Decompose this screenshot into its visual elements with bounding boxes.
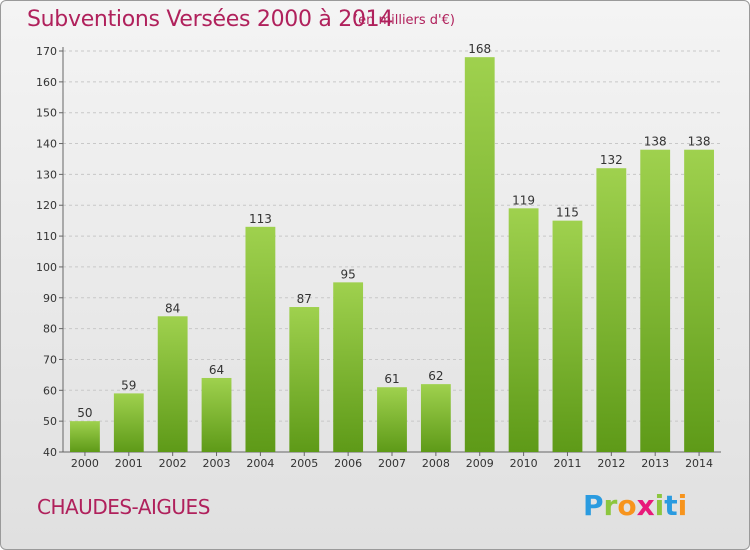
data-label: 87 <box>297 292 312 306</box>
x-tick-label: 2006 <box>334 457 362 470</box>
x-tick-label: 2001 <box>115 457 143 470</box>
data-label: 62 <box>428 369 443 383</box>
bar <box>640 149 671 452</box>
data-label: 84 <box>165 301 180 315</box>
bar <box>70 421 100 452</box>
x-tick-label: 2011 <box>553 457 581 470</box>
data-label: 168 <box>468 42 491 56</box>
logo-letter: i <box>677 489 688 522</box>
x-tick-label: 2003 <box>203 457 231 470</box>
y-tick-label: 160 <box>36 76 57 89</box>
proxiti-logo[interactable]: Proxiti <box>583 489 687 522</box>
y-tick-label: 80 <box>43 323 57 336</box>
x-tick-label: 2013 <box>641 457 669 470</box>
x-tick-label: 2000 <box>71 457 99 470</box>
y-tick-label: 60 <box>43 384 57 397</box>
y-tick-label: 120 <box>36 199 57 212</box>
y-tick-label: 110 <box>36 230 57 243</box>
data-label: 95 <box>340 267 355 281</box>
y-tick-label: 170 <box>36 45 57 58</box>
bar <box>596 168 627 452</box>
logo-letter: o <box>617 489 637 522</box>
data-label: 113 <box>249 212 272 226</box>
y-tick-label: 140 <box>36 138 57 151</box>
x-tick-label: 2009 <box>466 457 494 470</box>
x-tick-label: 2005 <box>290 457 318 470</box>
y-tick-label: 90 <box>43 292 57 305</box>
logo-letter: r <box>603 489 618 522</box>
data-label: 61 <box>384 372 399 386</box>
labels: 40 50 60 70 80 90 100 110 120 130 140 150 160 170 50 20… <box>36 42 713 470</box>
data-label: 64 <box>209 363 224 377</box>
data-label: 59 <box>121 378 136 392</box>
bar <box>201 377 232 452</box>
bar <box>420 384 451 452</box>
bar <box>377 387 407 452</box>
y-tick-label: 70 <box>43 353 57 366</box>
bars <box>70 57 714 453</box>
x-tick-label: 2012 <box>597 457 625 470</box>
bar <box>157 316 188 452</box>
bar <box>333 282 364 452</box>
data-label: 50 <box>77 406 92 420</box>
data-label: 138 <box>644 135 667 149</box>
bar <box>245 226 276 452</box>
x-tick-label: 2008 <box>422 457 450 470</box>
x-tick-label: 2002 <box>159 457 187 470</box>
bar <box>289 307 320 452</box>
data-label: 115 <box>556 206 579 220</box>
bar <box>684 149 714 452</box>
chart-subtitle: (en milliers d'€) <box>353 13 455 28</box>
logo-letter: t <box>664 489 678 522</box>
bar <box>552 220 583 452</box>
logo-letter: i <box>654 489 665 522</box>
y-tick-label: 150 <box>36 107 57 120</box>
x-tick-label: 2004 <box>246 457 274 470</box>
y-tick-label: 50 <box>43 415 57 428</box>
bar <box>508 208 539 452</box>
bar <box>113 393 144 452</box>
y-tick-label: 130 <box>36 168 57 181</box>
x-tick-label: 2007 <box>378 457 406 470</box>
logo-letter: P <box>583 489 604 522</box>
logo-letter: x <box>636 489 655 522</box>
data-label: 119 <box>512 193 535 207</box>
commune-name: CHAUDES-AIGUES <box>37 495 210 519</box>
bar <box>464 57 495 453</box>
x-tick-label: 2010 <box>510 457 538 470</box>
y-tick-label: 100 <box>36 261 57 274</box>
data-label: 138 <box>688 135 711 149</box>
y-tick-label: 40 <box>43 446 57 459</box>
x-tick-label: 2014 <box>685 457 713 470</box>
data-label: 132 <box>600 153 623 167</box>
chart-title: Subventions Versées 2000 à 2014 <box>27 7 394 32</box>
